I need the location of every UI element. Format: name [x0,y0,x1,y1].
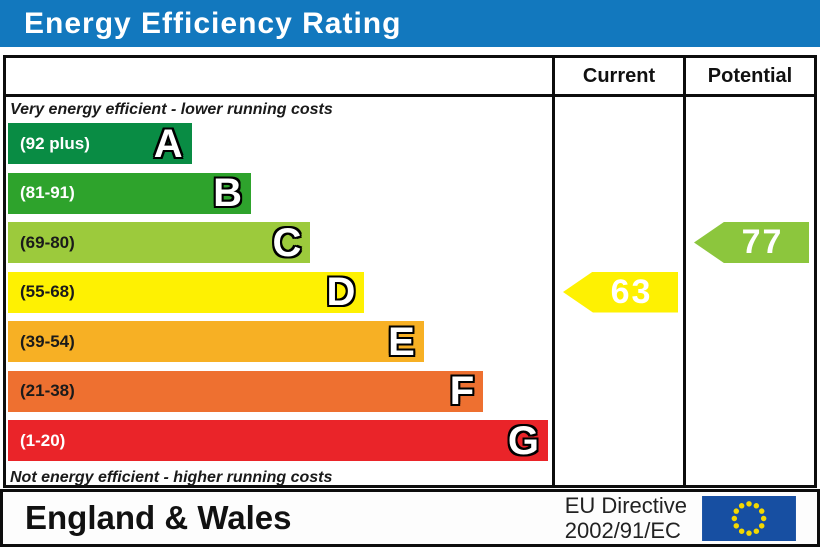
band-range-label: (21-38) [20,381,75,400]
eu-directive-label: EU Directive 2002/91/EC [565,493,687,543]
table-header-row: Current Potential [6,58,814,97]
chart-title: Energy Efficiency Rating [24,6,402,40]
band-range-label: (1-20) [20,430,66,450]
title-bar: Energy Efficiency Rating [0,0,820,47]
column-header-current: Current [552,58,683,94]
band-B: (81-91) B [8,171,251,215]
table-body-row: Very energy efficient - lower running co… [6,97,814,485]
caption-top: Very energy efficient - lower running co… [10,101,333,118]
band-letter: G [507,418,539,463]
potential-column: 77 [683,97,814,485]
band-letter: C [272,220,302,265]
footer-bar: England & Wales EU Directive 2002/91/EC [0,489,820,547]
bands: (92 plus) A (81-91) B (69-80) C (55-68) D (39-54… [8,123,548,461]
caption-bottom: Not energy efficient - higher running co… [10,468,333,486]
band-C: (69-80) C [8,220,311,265]
region-label: England & Wales [25,499,292,536]
eu-flag-icon [702,495,796,541]
band-D: (55-68) D [8,270,365,314]
band-G: (1-20) G [8,420,548,461]
bands-column: Very energy efficient - lower running co… [6,97,552,485]
rating-table: Current Potential Very energy efficient … [3,55,817,488]
potential-rating-value: 77 [741,223,784,261]
band-letter: E [388,319,415,364]
band-range-label: (81-91) [20,183,75,202]
band-range-label: (39-54) [20,331,75,351]
eu-directive-line2: 2002/91/EC [564,518,681,543]
band-letter: D [326,270,356,314]
band-A: (92 plus) A [8,123,192,164]
band-letter: B [213,171,242,215]
column-header-potential: Potential [683,58,814,94]
header-spacer [6,58,552,94]
band-E: (39-54) E [8,321,424,362]
band-letter: F [449,369,475,413]
band-range-label: (55-68) [20,282,75,301]
eu-directive-line1: EU Directive [564,493,687,518]
current-column: 63 [552,97,683,485]
band-F: (21-38) F [8,369,484,413]
current-rating-arrow: 63 [563,271,678,313]
current-rating-value: 63 [610,272,653,311]
potential-rating-arrow: 77 [694,222,809,263]
band-range-label: (92 plus) [20,133,90,153]
band-letter: A [153,121,183,166]
band-range-label: (69-80) [20,232,75,252]
